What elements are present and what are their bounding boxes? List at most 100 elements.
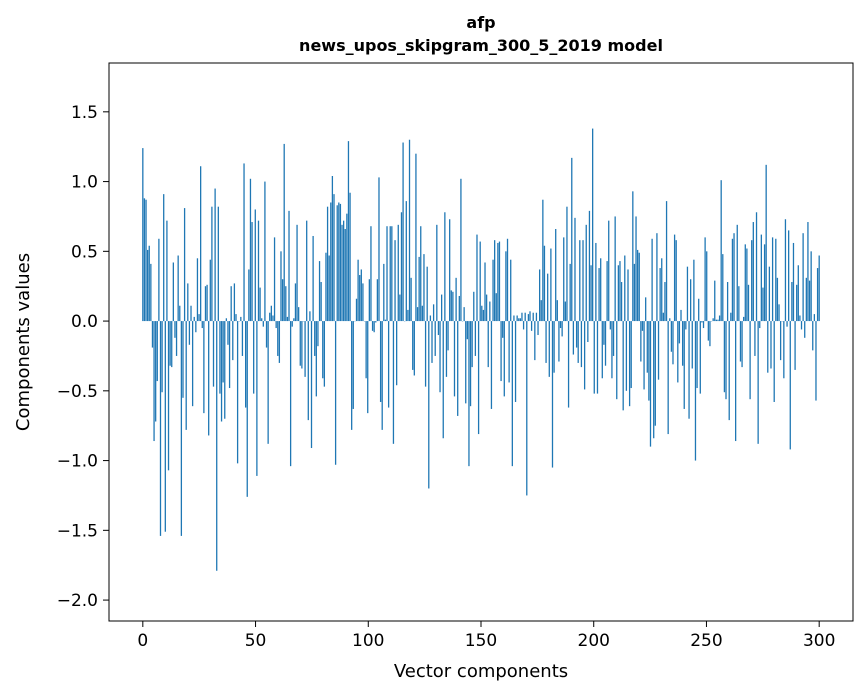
bar: [391, 226, 393, 322]
bar: [659, 268, 661, 322]
bar: [232, 321, 234, 361]
bar: [362, 283, 364, 322]
bar: [228, 321, 231, 389]
bar: [359, 275, 361, 322]
bar: [794, 321, 796, 370]
bar: [736, 224, 738, 322]
bar: [265, 321, 268, 348]
bar: [484, 262, 486, 322]
bar: [577, 321, 579, 363]
bar: [612, 321, 615, 356]
bar: [791, 282, 793, 322]
bar: [236, 321, 239, 464]
bar: [400, 212, 403, 322]
bar: [792, 242, 795, 322]
bar: [539, 269, 541, 322]
bar: [445, 321, 448, 377]
bar: [386, 226, 388, 322]
bar: [706, 251, 708, 322]
bar: [730, 312, 732, 322]
bar: [280, 251, 282, 322]
bar: [289, 321, 292, 467]
bar: [349, 192, 351, 322]
y-tick-label: −1.5: [57, 521, 98, 541]
bar: [379, 321, 382, 402]
bar: [672, 321, 674, 365]
bar: [526, 321, 528, 496]
bar: [534, 321, 536, 361]
y-tick-label: 0.5: [71, 242, 98, 262]
bar: [788, 230, 790, 322]
bar: [709, 321, 711, 347]
bar: [609, 321, 611, 330]
bar: [638, 252, 640, 322]
bar: [420, 226, 422, 322]
bar: [315, 321, 317, 397]
bar: [421, 305, 424, 322]
bar: [447, 321, 449, 351]
bar: [474, 321, 477, 356]
bar: [235, 314, 237, 322]
bar: [720, 180, 722, 322]
bar: [203, 321, 205, 414]
bar: [185, 321, 187, 430]
bar: [394, 240, 396, 322]
bar: [264, 181, 266, 322]
bar: [426, 266, 428, 322]
bar: [285, 286, 287, 322]
bar: [261, 318, 263, 322]
bar: [760, 234, 762, 322]
bar: [630, 321, 632, 389]
bar: [651, 238, 653, 322]
bar: [558, 321, 560, 362]
bar: [208, 321, 210, 436]
bar: [596, 321, 599, 394]
bar: [669, 318, 671, 322]
bar: [195, 321, 197, 333]
bar: [797, 265, 799, 322]
bar: [397, 224, 399, 322]
bar: [616, 321, 618, 400]
bar: [272, 315, 274, 322]
bar: [722, 254, 724, 322]
bar: [776, 277, 779, 322]
bar: [529, 311, 531, 322]
bar: [477, 321, 480, 435]
bar: [196, 258, 199, 322]
bar: [428, 321, 430, 489]
bar: [617, 265, 620, 322]
bar: [161, 321, 163, 393]
bar: [547, 273, 549, 322]
bar: [691, 321, 693, 369]
bar: [277, 321, 279, 356]
bar: [643, 321, 645, 390]
bar: [341, 224, 343, 322]
bar: [182, 321, 184, 398]
bar: [339, 203, 342, 322]
bar: [230, 286, 232, 322]
bar: [754, 321, 756, 356]
bar: [654, 321, 656, 426]
chart-title: afp: [466, 13, 495, 32]
bar: [490, 321, 493, 409]
bar: [301, 321, 303, 369]
bar: [561, 321, 563, 337]
bar: [590, 265, 592, 322]
bar: [492, 259, 494, 322]
bar: [217, 206, 219, 322]
bar: [155, 321, 157, 422]
bar: [664, 282, 666, 322]
bar: [653, 321, 655, 439]
x-tick-label: 100: [352, 631, 384, 651]
bar: [254, 209, 256, 322]
bar: [441, 294, 443, 322]
bar: [712, 318, 714, 322]
bar: [550, 248, 552, 322]
bar: [620, 282, 623, 322]
bar: [587, 321, 589, 342]
bar: [514, 321, 517, 402]
bar: [209, 259, 211, 322]
bar: [555, 229, 557, 322]
bar: [585, 224, 587, 322]
bar: [506, 238, 509, 322]
